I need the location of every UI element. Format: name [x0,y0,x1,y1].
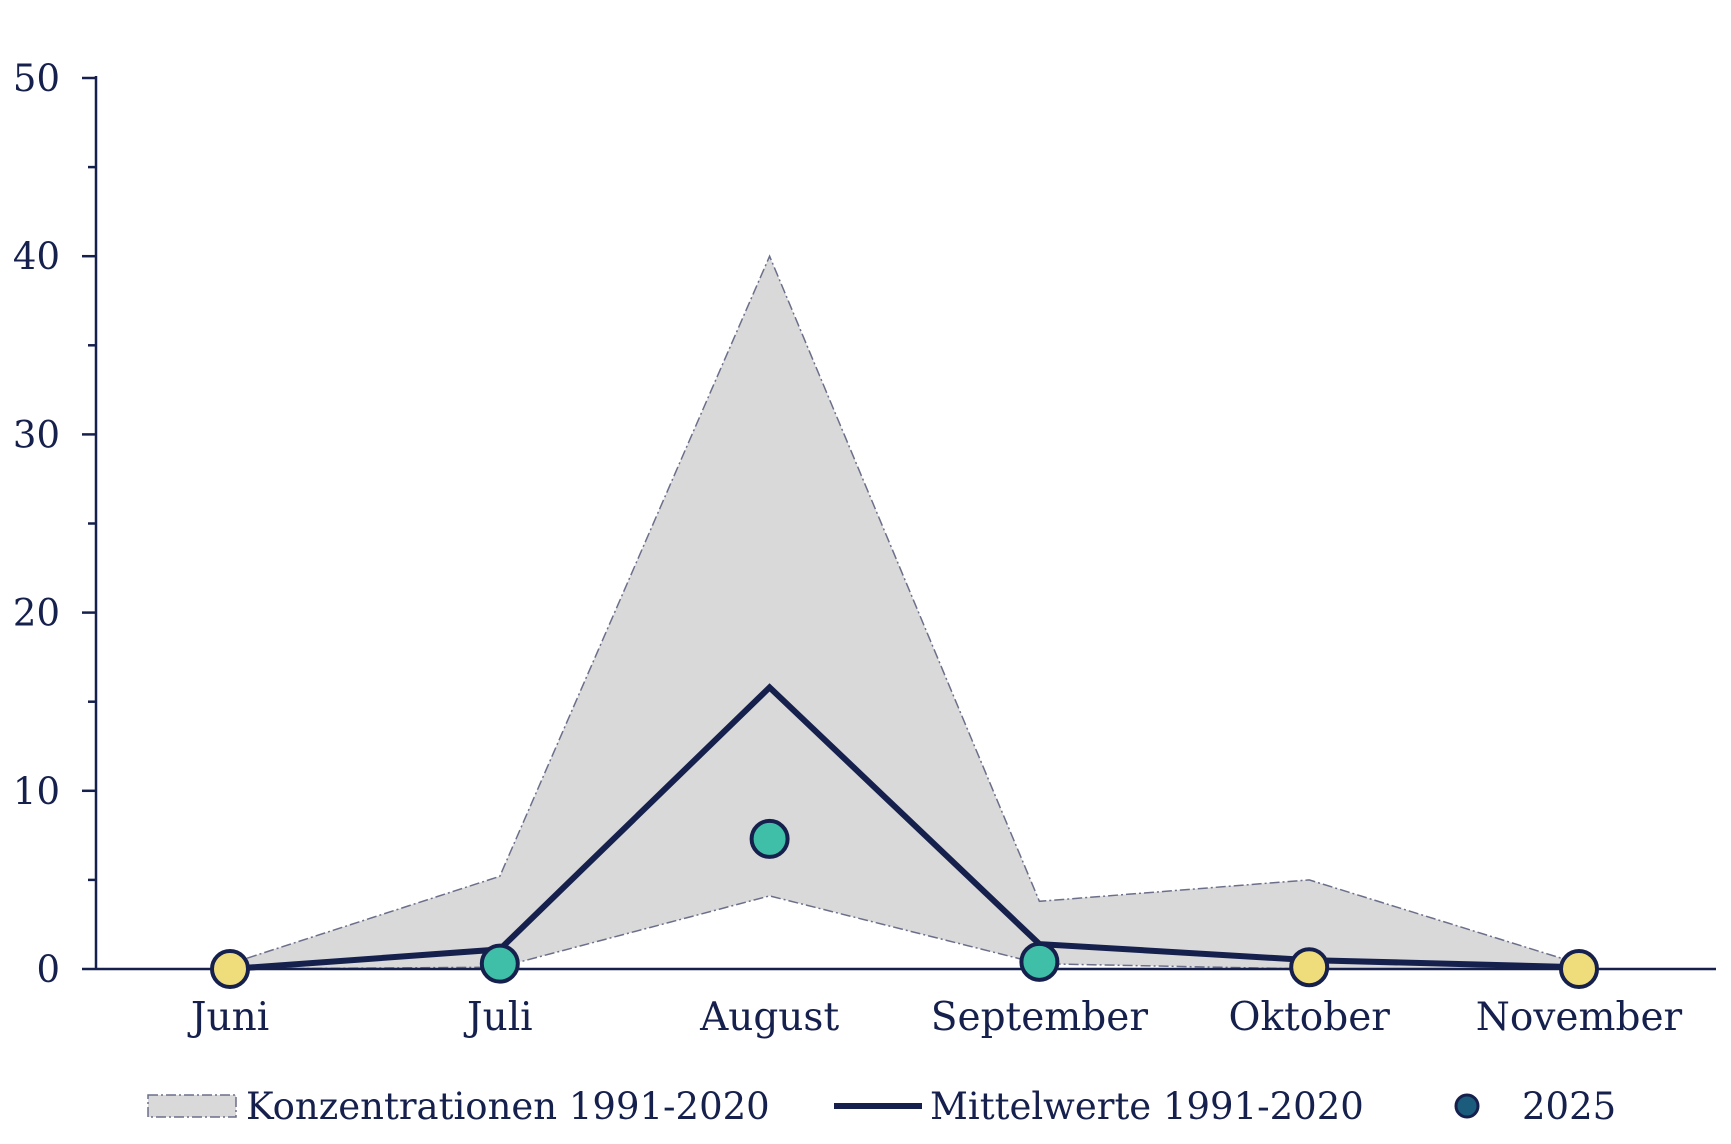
legend-point-swatch [1454,1093,1480,1119]
data-point-2025 [749,818,790,859]
mean-line-layer [229,683,1580,972]
y-tick-label: 40 [13,235,60,278]
range-band-area [229,254,1580,970]
x-tick-label: Oktober [1228,995,1390,1040]
x-tick-label: November [1476,995,1683,1040]
legend: Konzentrationen 1991-2020 Mittelwerte 199… [147,1085,1616,1128]
data-point-2025 [210,949,250,989]
legend-mean-label: Mittelwerte 1991-2020 [930,1085,1364,1128]
band-layer [229,254,1580,970]
y-tick-label: 30 [13,413,60,456]
mean-line [229,683,1580,972]
data-point-2025 [1289,947,1330,988]
tick-labels: 0 10 20 30 40 50 Juni Juli August September Oktobe… [13,57,1683,1040]
legend-band-label: Konzentrationen 1991-2020 [246,1085,770,1128]
x-tick-label: August [699,995,839,1040]
axes [82,76,1716,971]
x-tick-label: September [931,995,1149,1040]
y-tick-label: 10 [13,770,60,813]
points-layer [210,818,1599,989]
data-point-2025 [1559,949,1599,989]
y-tick-label: 20 [13,592,60,635]
y-tick-label: 50 [13,57,60,100]
x-tick-label: Juni [187,995,269,1040]
legend-point-label: 2025 [1522,1085,1616,1128]
data-point-2025 [1019,941,1060,982]
y-tick-label: 0 [36,948,60,991]
legend-band-swatch [147,1094,237,1118]
data-point-2025 [479,943,520,984]
x-tick-label: Juli [463,995,533,1040]
